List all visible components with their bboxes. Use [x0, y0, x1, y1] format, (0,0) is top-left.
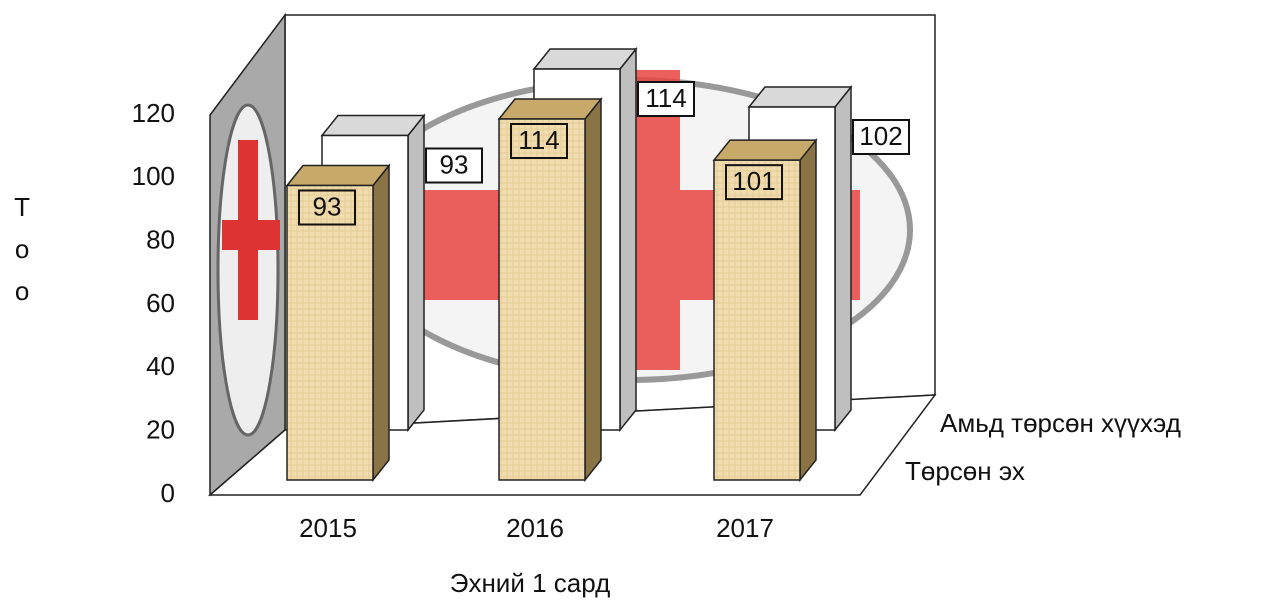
bar-side: [372, 163, 390, 483]
x-axis-label: Эхний 1 сард: [450, 568, 611, 598]
x-tick-label: 2015: [299, 513, 357, 543]
series-label: Амьд төрсөн хүүхэд: [940, 408, 1181, 438]
value-label: 93: [313, 191, 342, 221]
value-label-box: [725, 164, 783, 201]
y-tick-label: 20: [146, 415, 175, 445]
y-tick-label: 120: [132, 98, 175, 128]
bar-side: [834, 84, 852, 433]
y-tick-label: 0: [161, 478, 175, 508]
bar-top: [712, 139, 818, 161]
bar-top: [320, 114, 426, 137]
x-tick-label: 2016: [506, 513, 564, 543]
value-label: 102: [859, 121, 902, 151]
value-label: 114: [518, 125, 559, 155]
y-tick-label: 100: [132, 161, 175, 191]
y-tick-label: 80: [146, 225, 175, 255]
bar-side: [799, 138, 817, 483]
y-tick-label: 60: [146, 288, 175, 318]
value-label: 101: [732, 166, 775, 196]
bar-side: [619, 46, 637, 433]
bar-top: [532, 48, 638, 70]
y-axis-label: Тоо: [7, 192, 37, 318]
side-cross: [222, 140, 280, 320]
bar: [286, 184, 374, 481]
bar: [713, 159, 801, 481]
bar-top: [497, 98, 603, 120]
bar-side: [407, 113, 425, 433]
value-label-box: [637, 81, 695, 117]
value-label-box: [510, 123, 568, 159]
value-label: 114: [645, 83, 686, 113]
series-label: Төрсөн эх: [905, 456, 1025, 486]
y-tick-label: 40: [146, 351, 175, 381]
value-label: 93: [440, 149, 469, 179]
bar-top: [747, 86, 853, 108]
value-label-box: [425, 147, 483, 184]
value-label-box: [298, 189, 356, 226]
bar: [498, 118, 586, 481]
bar-side: [584, 96, 602, 483]
bar-top: [285, 164, 391, 187]
value-label-box: [852, 119, 910, 155]
x-tick-label: 2017: [716, 513, 774, 543]
